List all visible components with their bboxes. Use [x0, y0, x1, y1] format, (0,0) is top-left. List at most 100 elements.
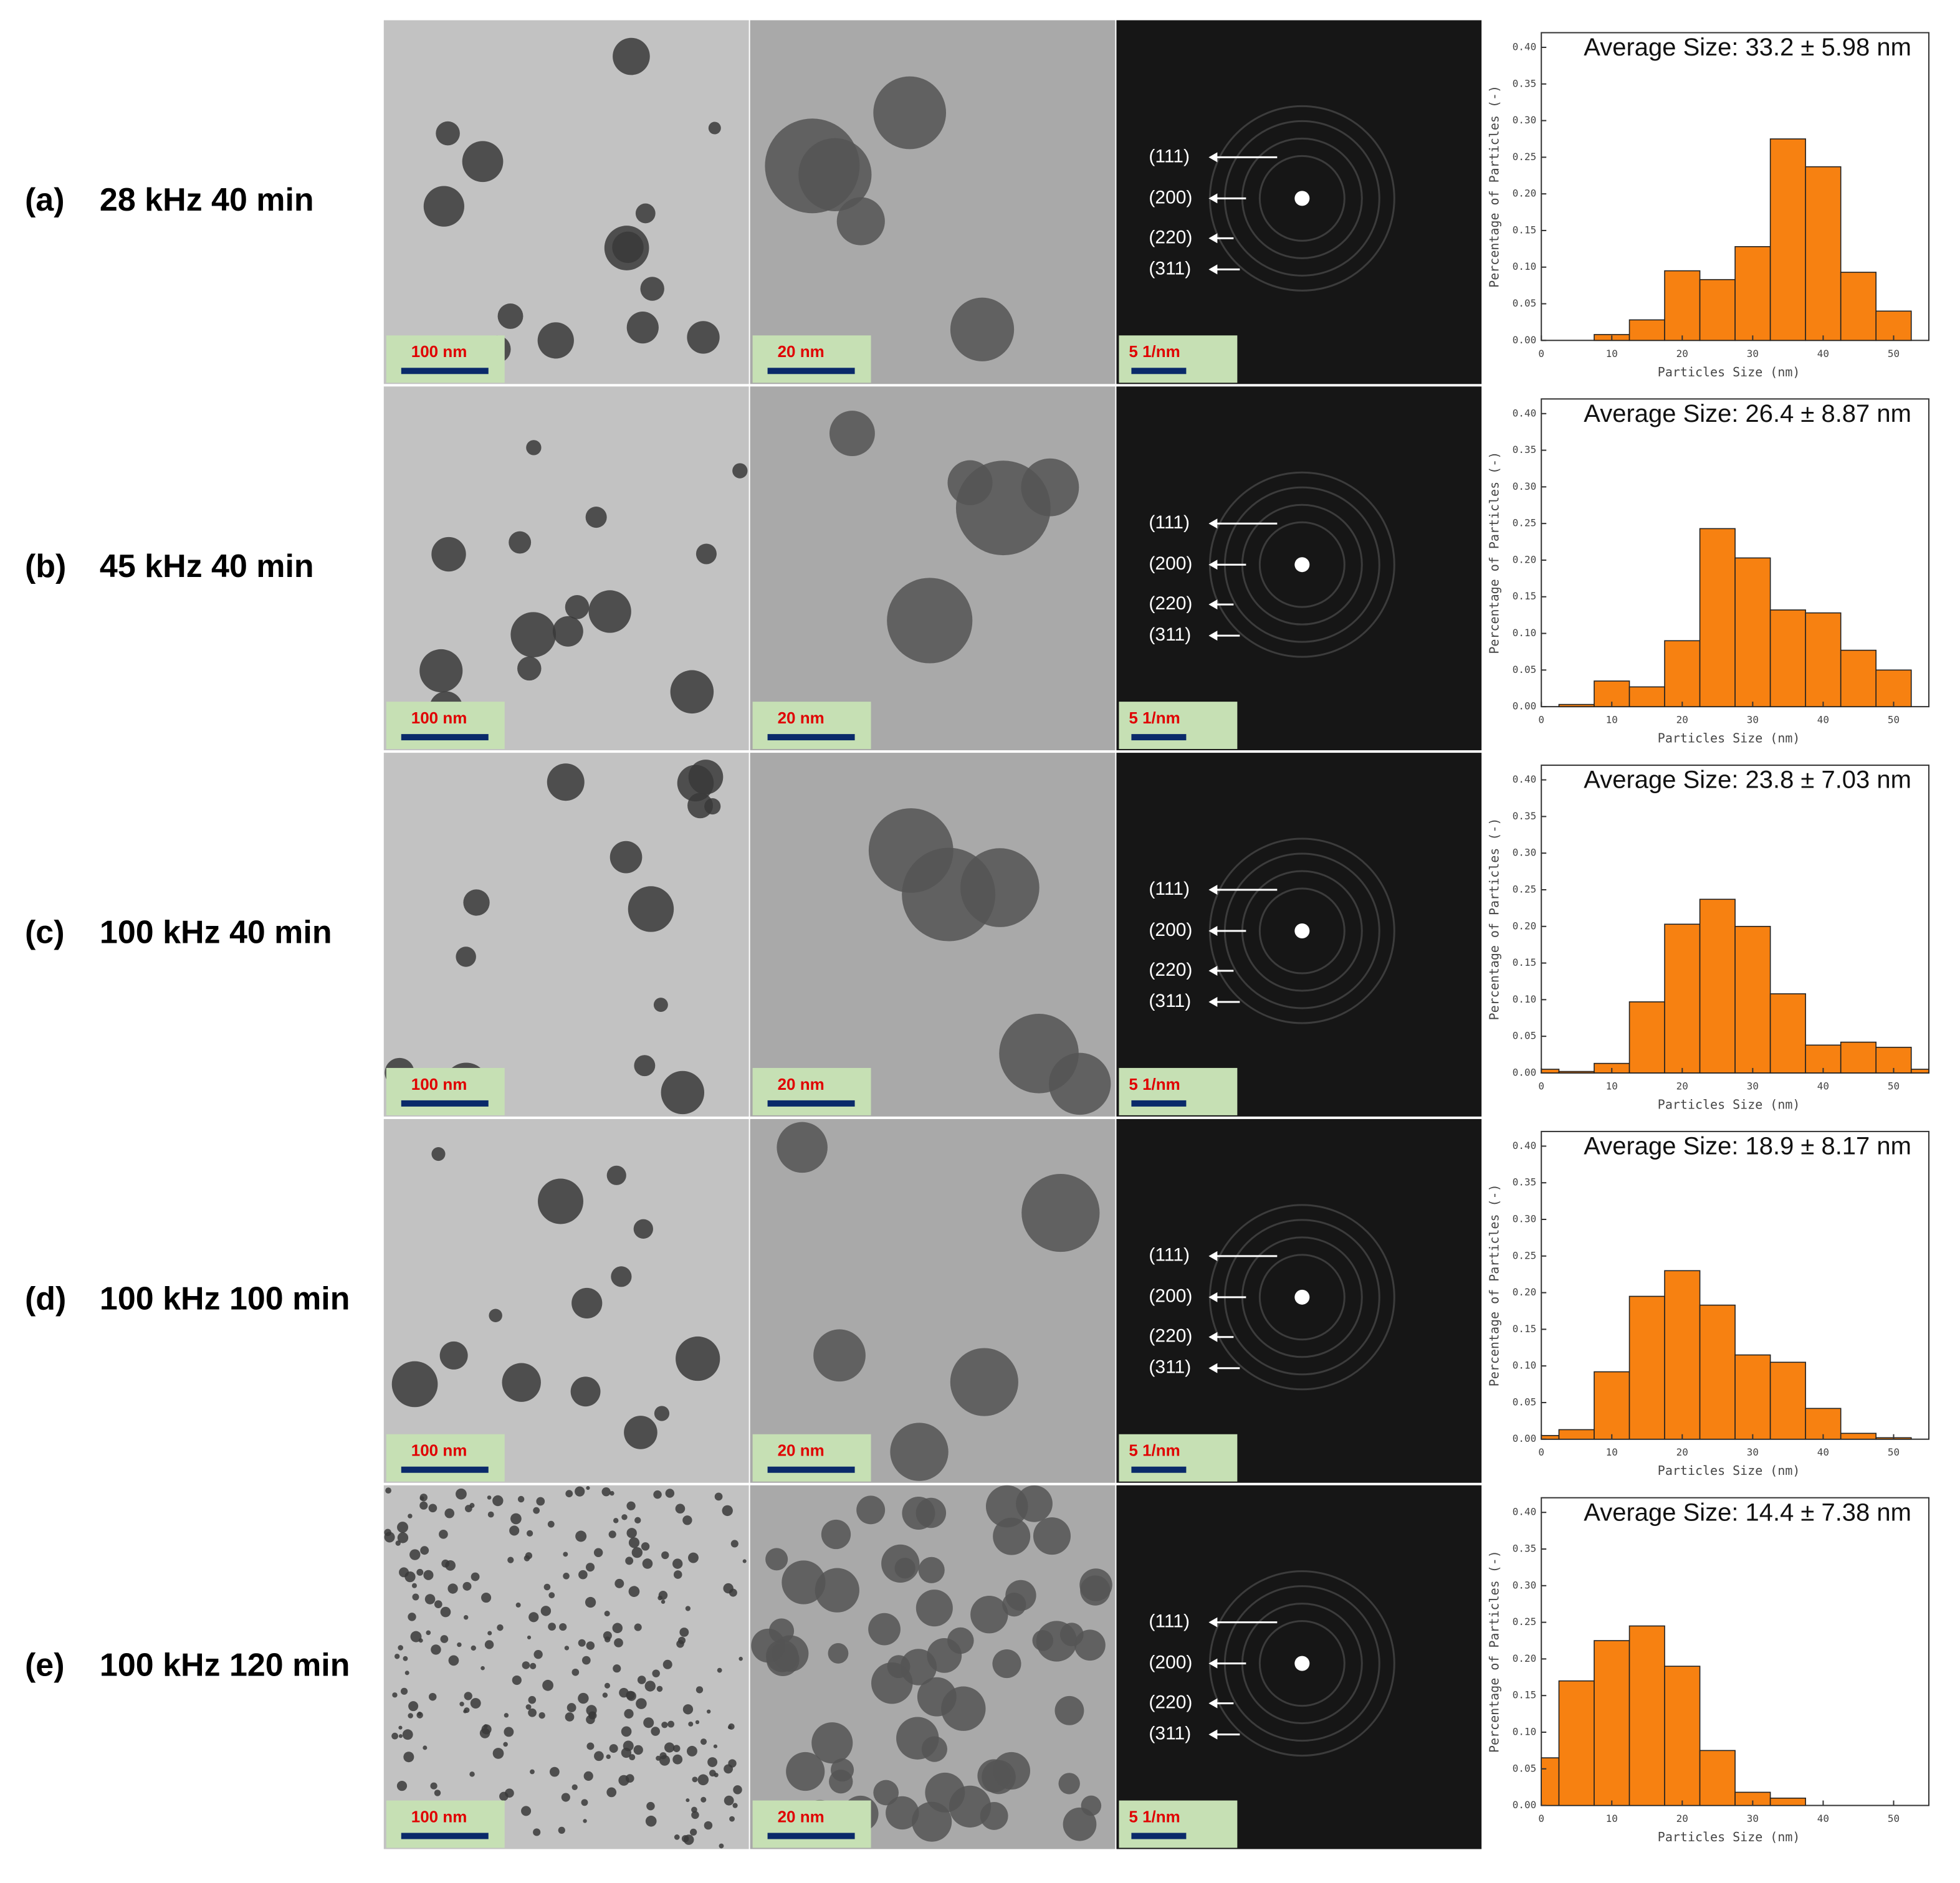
particle	[447, 1583, 458, 1594]
particle	[700, 1738, 707, 1745]
particle	[585, 507, 607, 528]
particle	[392, 1692, 398, 1698]
particle	[462, 141, 504, 183]
particle	[575, 1530, 587, 1542]
particle	[578, 1570, 588, 1580]
y-tick-label: 0.40	[1513, 773, 1537, 785]
x-tick-label: 0	[1538, 1813, 1544, 1824]
particle	[543, 1583, 551, 1591]
scale-bar-box	[1119, 335, 1238, 383]
x-axis-label: Particles Size (nm)	[1658, 1829, 1800, 1844]
particle	[527, 1635, 532, 1639]
plane-label: (220)	[1149, 1692, 1192, 1713]
y-tick-label: 0.40	[1513, 41, 1537, 52]
particle	[661, 1070, 705, 1115]
particle	[667, 1720, 675, 1728]
particle	[798, 138, 872, 211]
particle	[664, 1742, 675, 1753]
particle	[717, 1667, 722, 1673]
particle	[970, 1595, 1008, 1634]
particle	[654, 1406, 670, 1421]
particle	[571, 1784, 578, 1790]
plane-label: (111)	[1149, 879, 1190, 899]
particle	[618, 1775, 629, 1786]
particle	[828, 1643, 849, 1664]
bar	[1664, 640, 1701, 707]
particle	[673, 1570, 682, 1579]
arrow-head	[1208, 631, 1218, 641]
particle	[408, 1713, 413, 1719]
bar	[1558, 1429, 1595, 1440]
particle	[581, 1656, 591, 1665]
particle	[411, 1583, 417, 1588]
particle	[559, 1623, 567, 1631]
particle	[730, 1540, 739, 1548]
particle	[423, 1570, 434, 1580]
particle	[707, 1757, 718, 1767]
particle	[408, 1613, 416, 1621]
particle	[429, 1692, 437, 1701]
particle	[394, 1654, 400, 1659]
particle	[571, 1668, 580, 1676]
x-tick-label: 40	[1817, 1813, 1829, 1824]
particle	[409, 1549, 421, 1560]
particle	[440, 1635, 449, 1643]
tem-image	[750, 386, 1116, 751]
bar	[1558, 1070, 1595, 1074]
bar	[1664, 270, 1701, 341]
plane-label: (200)	[1149, 920, 1192, 940]
particle	[686, 1798, 690, 1803]
particle	[416, 1712, 423, 1719]
particle	[625, 1556, 634, 1565]
scale-bar	[1131, 1466, 1187, 1473]
scale-bar-box	[752, 335, 871, 383]
particle	[1074, 1629, 1106, 1661]
bar	[1594, 1640, 1630, 1806]
particle	[641, 1542, 650, 1551]
y-axis-label: Percentage of Particles (-)	[1487, 452, 1502, 654]
particle	[950, 1348, 1018, 1416]
y-tick-label: 0.25	[1513, 883, 1537, 895]
bar	[1734, 557, 1771, 707]
particle	[604, 226, 649, 270]
particle	[915, 1497, 947, 1528]
particle	[463, 1709, 467, 1714]
particle	[515, 1602, 521, 1608]
particle	[456, 1488, 467, 1500]
particle	[396, 1781, 408, 1791]
particle	[484, 1724, 488, 1728]
x-tick-label: 30	[1747, 1446, 1759, 1458]
particle	[631, 1547, 643, 1558]
y-tick-label: 0.15	[1513, 1689, 1537, 1701]
particle	[682, 1515, 692, 1525]
plane-label: (200)	[1149, 553, 1192, 574]
row-tag: (d)	[25, 1281, 66, 1317]
particle	[687, 321, 720, 354]
particle	[492, 1748, 504, 1759]
particle	[463, 1614, 469, 1620]
bar	[1769, 138, 1806, 341]
particle	[487, 1631, 492, 1636]
particle	[481, 1592, 492, 1603]
bar	[1699, 279, 1736, 341]
plane-label: (220)	[1149, 593, 1192, 614]
arrow-head	[1208, 518, 1218, 529]
particle	[611, 1266, 632, 1287]
y-tick-label: 0.30	[1513, 1579, 1537, 1591]
y-axis-label: Percentage of Particles (-)	[1487, 818, 1502, 1021]
particle	[504, 1727, 514, 1737]
particle	[695, 1720, 700, 1725]
particle	[431, 536, 466, 572]
plane-label: (220)	[1149, 1326, 1192, 1347]
particle	[469, 1771, 475, 1777]
particle	[536, 1497, 545, 1506]
central-spot	[1294, 191, 1310, 206]
arrow-head	[1208, 885, 1218, 895]
particle	[691, 1811, 699, 1819]
particle	[492, 1495, 504, 1507]
particle	[653, 998, 668, 1013]
x-tick-label: 0	[1538, 348, 1544, 360]
x-tick-label: 50	[1888, 348, 1900, 360]
particle	[578, 1639, 586, 1647]
bar	[1734, 1354, 1771, 1440]
